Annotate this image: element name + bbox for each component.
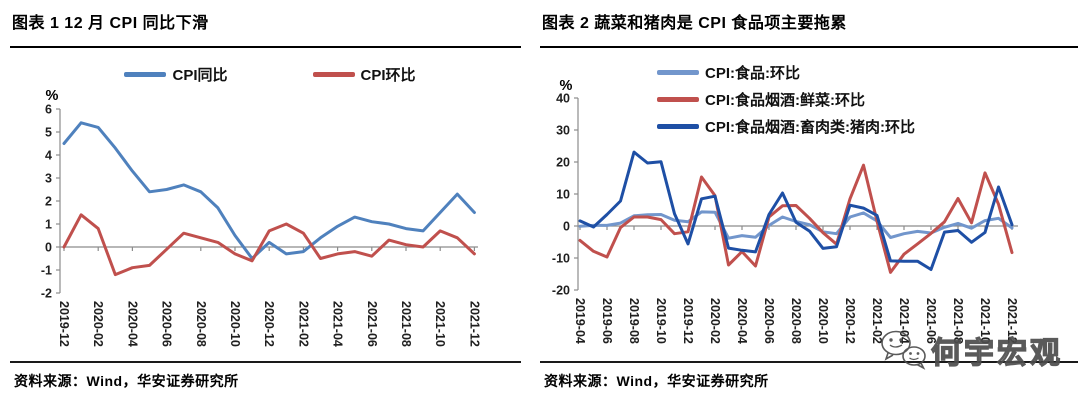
chart2-title: 图表 2 蔬菜和猪肉是 CPI 食品项主要拖累 <box>542 15 847 32</box>
legend-item-cpi-yoy: CPI同比 <box>124 64 228 85</box>
y-tick-label: -2 <box>41 287 52 301</box>
series-line-2 <box>578 150 1014 271</box>
chart2-source: 资料来源：Wind，华安证券研究所 <box>544 373 769 389</box>
y-tick-label: 20 <box>556 156 570 170</box>
wechat-icon <box>881 330 926 370</box>
y-tick-label: 3 <box>45 172 52 186</box>
x-tick-label: 2019-08 <box>627 298 641 344</box>
legend-item-vegetable: CPI:食品烟酒:鲜菜:环比 <box>657 89 915 110</box>
legend-label-pork: CPI:食品烟酒:畜肉类:猪肉:环比 <box>705 119 915 136</box>
x-tick-label: 2020-06 <box>160 301 174 347</box>
x-tick-label: 2020-10 <box>816 298 830 344</box>
x-tick-label: 2020-06 <box>762 298 776 344</box>
x-tick-label: 2021-02 <box>296 301 310 347</box>
x-tick-label: 2020-08 <box>194 301 208 347</box>
x-tick-label: 2021-04 <box>331 301 345 347</box>
y-tick-label: 0 <box>563 220 570 234</box>
cpi-yoy-line-swatch <box>124 72 167 77</box>
series-line-1 <box>578 163 1014 274</box>
y-tick-label: 4 <box>45 149 52 163</box>
cpi-yoy-mom-line-chart: -2 -1 0 1 2 3 4 5 6% 2019-12 2020-02 2020-04 2020-06… <box>41 88 482 347</box>
y-tick-label: 40 <box>556 92 570 106</box>
wechat-watermark: 何宇宏观 <box>880 328 1063 372</box>
x-tick-label: 2020-02 <box>91 301 105 347</box>
cpi-mom-line-swatch <box>312 72 355 77</box>
y-tick-label: -20 <box>552 284 570 298</box>
chart1-source: 资料来源：Wind，华安证券研究所 <box>14 373 239 389</box>
chart2-source-rule <box>540 361 1078 363</box>
y-tick-label: 30 <box>556 124 570 138</box>
x-tick-label: 2021-06 <box>365 301 379 347</box>
chart1-legend: CPI同比 CPI环比 <box>70 64 470 85</box>
legend-label-cpi-yoy: CPI同比 <box>172 67 228 84</box>
x-tick-label: 2021-06 <box>924 298 938 344</box>
chart2-title-rule <box>540 46 1078 48</box>
legend-label-vegetable: CPI:食品烟酒:鲜菜:环比 <box>705 92 865 109</box>
x-tick-label: 2020-12 <box>843 298 857 344</box>
series-line-1 <box>62 213 476 277</box>
vegetable-line-swatch <box>657 97 699 102</box>
x-tick-label: 2020-10 <box>228 301 242 347</box>
y-tick-label: 5 <box>45 126 52 140</box>
x-tick-label: 2019-10 <box>654 298 668 344</box>
x-tick-label: 2019-12 <box>681 298 695 344</box>
panel-chart1: 图表 1 12 月 CPI 同比下滑 资料来源：Wind，华安证券研究所 <box>10 0 523 402</box>
x-tick-label: 2019-12 <box>57 301 71 347</box>
y-tick-label: 10 <box>556 188 570 202</box>
pork-line-swatch <box>657 124 699 129</box>
chart1-title-rule <box>10 46 521 48</box>
food-line-swatch <box>657 70 699 75</box>
x-tick-label: 2021-02 <box>870 298 884 344</box>
x-tick-label: 2021-12 <box>467 301 481 347</box>
chart2-legend: CPI:食品:环比 CPI:食品烟酒:鲜菜:环比 CPI:食品烟酒:畜肉类:猪肉… <box>657 62 915 137</box>
x-tick-label: 2021-08 <box>399 301 413 347</box>
y-tick-label: -10 <box>552 252 570 266</box>
x-tick-label: 2021-08 <box>951 298 965 344</box>
y-tick-label: 6 <box>45 103 52 117</box>
cpi-food-veg-pork-line-chart: -20 -10 0 10 20 30 40% 2019-04 2019-06 2019-08 201… <box>552 78 1019 344</box>
y-axis-unit-label: % <box>560 78 573 94</box>
legend-label-cpi-mom: CPI环比 <box>360 67 416 84</box>
panel-chart2: 图表 2 蔬菜和猪肉是 CPI 食品项主要拖累 资料来源：Wind，华安证券研究… <box>540 0 1080 402</box>
y-tick-label: 2 <box>45 195 52 209</box>
legend-item-food: CPI:食品:环比 <box>657 62 915 83</box>
x-tick-label: 2021-10 <box>978 298 992 344</box>
chart1-title: 图表 1 12 月 CPI 同比下滑 <box>12 15 209 32</box>
y-tick-label: -1 <box>41 264 52 278</box>
x-tick-label: 2021-10 <box>433 301 447 347</box>
x-tick-label: 2019-06 <box>600 298 614 344</box>
x-tick-label: 2020-12 <box>262 301 276 347</box>
chart1-source-rule <box>10 361 521 363</box>
series-line-0 <box>62 121 476 260</box>
x-tick-label: 2021-12 <box>1005 298 1019 344</box>
legend-item-pork: CPI:食品烟酒:畜肉类:猪肉:环比 <box>657 116 915 137</box>
y-tick-label: 0 <box>45 241 52 255</box>
watermark-text: 何宇宏观 <box>930 336 1063 370</box>
x-tick-label: 2020-08 <box>789 298 803 344</box>
y-axis-unit-label: % <box>46 88 59 104</box>
x-tick-label: 2019-04 <box>573 298 587 344</box>
legend-item-cpi-mom: CPI环比 <box>312 64 416 85</box>
legend-label-food: CPI:食品:环比 <box>705 65 800 82</box>
y-tick-label: 1 <box>45 218 52 232</box>
x-tick-label: 2020-02 <box>708 298 722 344</box>
x-tick-label: 2020-04 <box>125 301 139 347</box>
x-tick-label: 2020-04 <box>735 298 749 344</box>
